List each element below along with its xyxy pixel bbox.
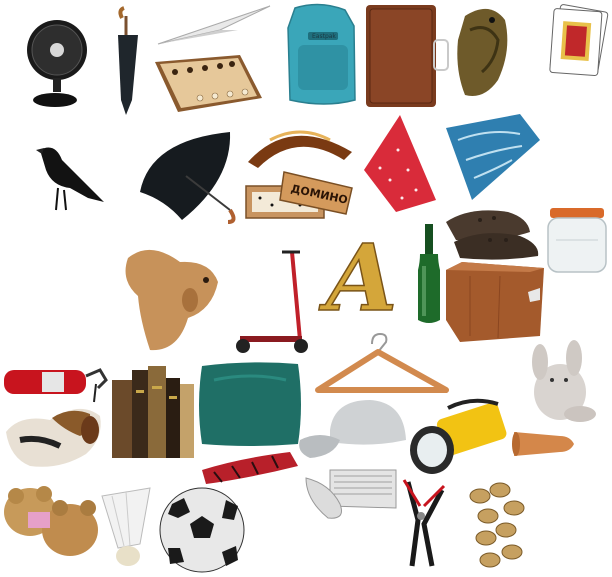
crow [36,147,104,211]
dog-sitting [125,249,218,351]
desk-fan [27,20,87,107]
pruning-shears [402,479,446,567]
coat-hanger [315,332,449,393]
open-umbrella [140,132,236,224]
plush-bunny [532,340,596,422]
playing-cards [549,4,609,76]
striped-tie [202,452,298,484]
domino-box: ДОМИНО [245,171,353,219]
letter-glyph: A [318,224,397,332]
blue-handkerchief [446,114,540,200]
chessboard [155,55,262,112]
red-handkerchief [364,115,436,212]
fire-extinguisher [4,368,108,403]
books [112,366,194,458]
paper-airplane [157,5,271,45]
baseball-cap [299,400,406,458]
kick-scooter [236,250,308,353]
flashlight [410,398,507,474]
wooden-cube [446,262,544,342]
teal-pillow [199,362,301,446]
boomerang [248,130,352,168]
backpack-brand-label: Eastpak [312,33,336,40]
shuttlecock [101,487,151,566]
golden-letter-a: A [317,223,398,333]
chess-piece [512,432,574,456]
briefcase [366,5,449,107]
soccer-ball [159,487,245,573]
teddy-bears [4,486,98,556]
beagle [6,408,101,467]
backpack: Eastpak [287,3,356,105]
newspapers [305,469,397,519]
frog [457,8,508,97]
folded-umbrella [118,6,138,115]
glass-jar [547,208,607,273]
green-bottle [418,224,440,323]
coins [469,482,525,568]
clogs [446,210,539,260]
